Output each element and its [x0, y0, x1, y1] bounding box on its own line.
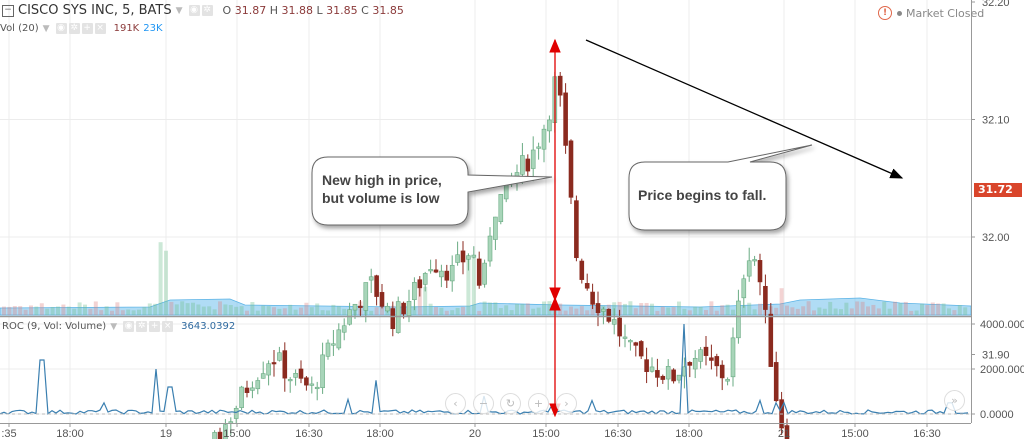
price-axis: 32.2032.1032.0031.9031.8031.7031.6031.50… [971, 0, 1010, 362]
svg-text:18:00: 18:00 [366, 428, 394, 439]
scroll-right-button[interactable]: › [556, 393, 577, 414]
roc-label[interactable]: ROC (9, Vol: Volume) [2, 321, 107, 332]
scroll-to-end-button[interactable]: » [944, 390, 965, 411]
zoom-in-button[interactable]: + [528, 393, 549, 414]
callout-new-high-text: New high in price, but volume is low [322, 172, 446, 206]
scroll-left-button[interactable]: ‹ [445, 393, 466, 414]
volume-value: 191K [113, 23, 140, 34]
plus-icon[interactable]: + [149, 321, 161, 332]
symbol-title[interactable]: CISCO SYS INC, 5, BATS [18, 3, 172, 18]
roc-axis: 4000.0000 2000.0000 0.0000 [971, 319, 1024, 421]
warning-icon: ! [878, 6, 892, 20]
last-price-tag: 31.72 [974, 183, 1022, 197]
chevron-down-icon[interactable]: ▼ [175, 5, 183, 16]
volume-legend: Vol (20) ▼ ◉ ✲ + × 191K 23K [0, 23, 163, 34]
status-dot-icon [897, 10, 902, 16]
svg-text:18:00: 18:00 [56, 428, 84, 439]
svg-text:4000.0000: 4000.0000 [980, 319, 1024, 331]
roc-value: 3643.0392 [181, 321, 236, 332]
chevron-down-icon[interactable]: ▼ [110, 321, 118, 332]
callout-price-fall [628, 144, 813, 231]
time-axis: :35 18:00 19 15:00 16:30 18:00 20 15:00 16:30 18:… [1, 423, 941, 439]
trend-arrow [585, 39, 904, 179]
svg-text:32.10: 32.10 [982, 115, 1010, 127]
eye-icon[interactable]: ◉ [188, 5, 200, 16]
svg-text:16:30: 16:30 [913, 428, 941, 439]
reset-chart-button[interactable]: ↻ [500, 393, 521, 414]
main-series-legend: − CISCO SYS INC, 5, BATS ▼ ◉ ✲ O 31.87 H… [0, 3, 404, 18]
close-icon[interactable]: × [162, 321, 174, 332]
volume-bars [2, 242, 968, 315]
gear-icon[interactable]: ✲ [68, 23, 80, 34]
collapse-icon[interactable]: − [2, 4, 14, 17]
svg-text::35: :35 [1, 428, 16, 439]
svg-text:15:00: 15:00 [532, 428, 560, 439]
svg-text:21: 21 [778, 428, 790, 439]
svg-text:15:00: 15:00 [223, 428, 251, 439]
market-status[interactable]: ! Market Closed [878, 6, 984, 20]
gear-icon[interactable]: ✲ [201, 5, 213, 16]
red-annotation-arrow [549, 38, 561, 418]
svg-text:19: 19 [160, 428, 172, 439]
volume-label[interactable]: Vol (20) [0, 23, 39, 34]
svg-text:31.90: 31.90 [982, 350, 1010, 362]
svg-text:16:30: 16:30 [295, 428, 323, 439]
callout-new-high [311, 156, 553, 226]
svg-text:18:00: 18:00 [675, 428, 703, 439]
close-icon[interactable]: × [94, 23, 106, 34]
grid-lines [0, 0, 971, 423]
svg-text:16:30: 16:30 [604, 428, 632, 439]
svg-text:20: 20 [469, 428, 481, 439]
volume-ma-area [0, 297, 972, 316]
svg-text:32.20: 32.20 [982, 0, 1010, 9]
eye-icon[interactable]: ◉ [123, 321, 135, 332]
gear-icon[interactable]: ✲ [136, 321, 148, 332]
volume-ma-value: 23K [143, 23, 163, 34]
plus-icon[interactable]: + [81, 23, 93, 34]
zoom-out-button[interactable]: − [473, 393, 494, 414]
candlesticks [212, 71, 790, 439]
chevron-down-icon[interactable]: ▼ [42, 23, 50, 34]
svg-text:2000.0000: 2000.0000 [980, 364, 1024, 376]
svg-text:15:00: 15:00 [841, 428, 869, 439]
svg-text:0.0000: 0.0000 [980, 409, 1014, 421]
roc-legend: ROC (9, Vol: Volume) ▼ ◉ ✲ + × 3643.0392 [0, 321, 235, 332]
market-status-text: Market Closed [906, 6, 985, 20]
callout-price-fall-text: Price begins to fall. [638, 187, 766, 203]
svg-text:32.00: 32.00 [982, 232, 1010, 244]
ohlc-values: O 31.87 H 31.88 L 31.85 C 31.85 [222, 4, 404, 17]
eye-icon[interactable]: ◉ [55, 23, 67, 34]
